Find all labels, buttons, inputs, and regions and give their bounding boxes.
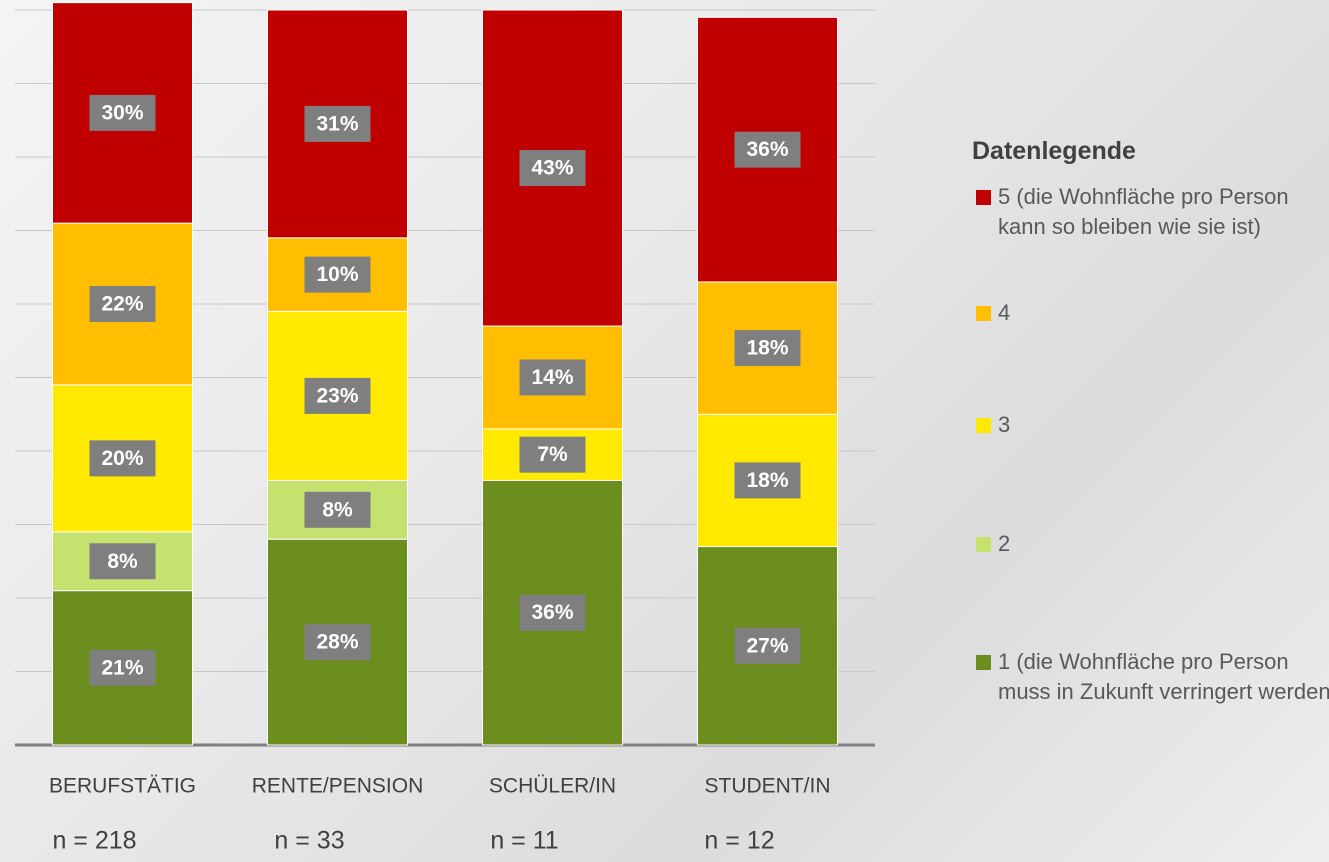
data-label: 36% xyxy=(531,601,573,624)
x-tick-label: STUDENT/IN xyxy=(705,775,831,798)
legend-label: 1 (die Wohnfläche pro Person muss in Zuk… xyxy=(998,649,1329,704)
legend-swatch xyxy=(976,418,991,433)
data-label: 31% xyxy=(316,112,358,135)
data-label: 43% xyxy=(531,157,573,180)
data-label: 30% xyxy=(101,101,143,124)
data-label: 28% xyxy=(316,631,358,654)
legend-item: 5 (die Wohnfläche pro Person kann so ble… xyxy=(972,182,1329,242)
data-label: 21% xyxy=(101,656,143,679)
data-label: 20% xyxy=(101,447,143,470)
x-tick-label: BERUFSTÄTIG xyxy=(49,775,196,798)
data-label: 7% xyxy=(537,443,568,466)
data-label: 8% xyxy=(107,550,138,573)
legend-swatch xyxy=(976,306,991,321)
data-label: 10% xyxy=(316,263,358,286)
data-label: 18% xyxy=(746,337,788,360)
x-tick-label: RENTE/PENSION xyxy=(252,775,424,798)
sample-size: n = 12 xyxy=(704,827,774,855)
data-label: 18% xyxy=(746,469,788,492)
legend-label: 2 xyxy=(998,531,1010,556)
data-label: 36% xyxy=(746,138,788,161)
data-label: 14% xyxy=(531,366,573,389)
data-label: 27% xyxy=(746,634,788,657)
data-label: 23% xyxy=(316,384,358,407)
data-label: 8% xyxy=(322,498,353,521)
data-label: 22% xyxy=(101,293,143,316)
legend-swatch xyxy=(976,655,991,670)
legend-label: 4 xyxy=(998,300,1010,325)
legend-item: 3 xyxy=(972,410,1329,440)
legend-item: 1 (die Wohnfläche pro Person muss in Zuk… xyxy=(972,647,1329,707)
x-tick-label: SCHÜLER/IN xyxy=(489,775,616,798)
legend-title: Datenlegende xyxy=(972,136,1136,166)
legend-swatch xyxy=(976,537,991,552)
page: 21% 8% 20% 22% 30% BERUFSTÄTIG n = 218 28% 8% 23%… xyxy=(0,0,1329,862)
chart: 21% 8% 20% 22% 30% BERUFSTÄTIG n = 218 28% 8% 23%… xyxy=(0,0,900,862)
legend-label: 3 xyxy=(998,412,1010,437)
sample-size: n = 218 xyxy=(52,827,136,855)
legend-label: 5 (die Wohnfläche pro Person kann so ble… xyxy=(998,184,1289,239)
sample-size: n = 33 xyxy=(274,827,344,855)
sample-size: n = 11 xyxy=(490,827,558,855)
legend-swatch xyxy=(976,190,991,205)
legend-item: 2 xyxy=(972,529,1329,559)
legend-item: 4 xyxy=(972,298,1329,328)
